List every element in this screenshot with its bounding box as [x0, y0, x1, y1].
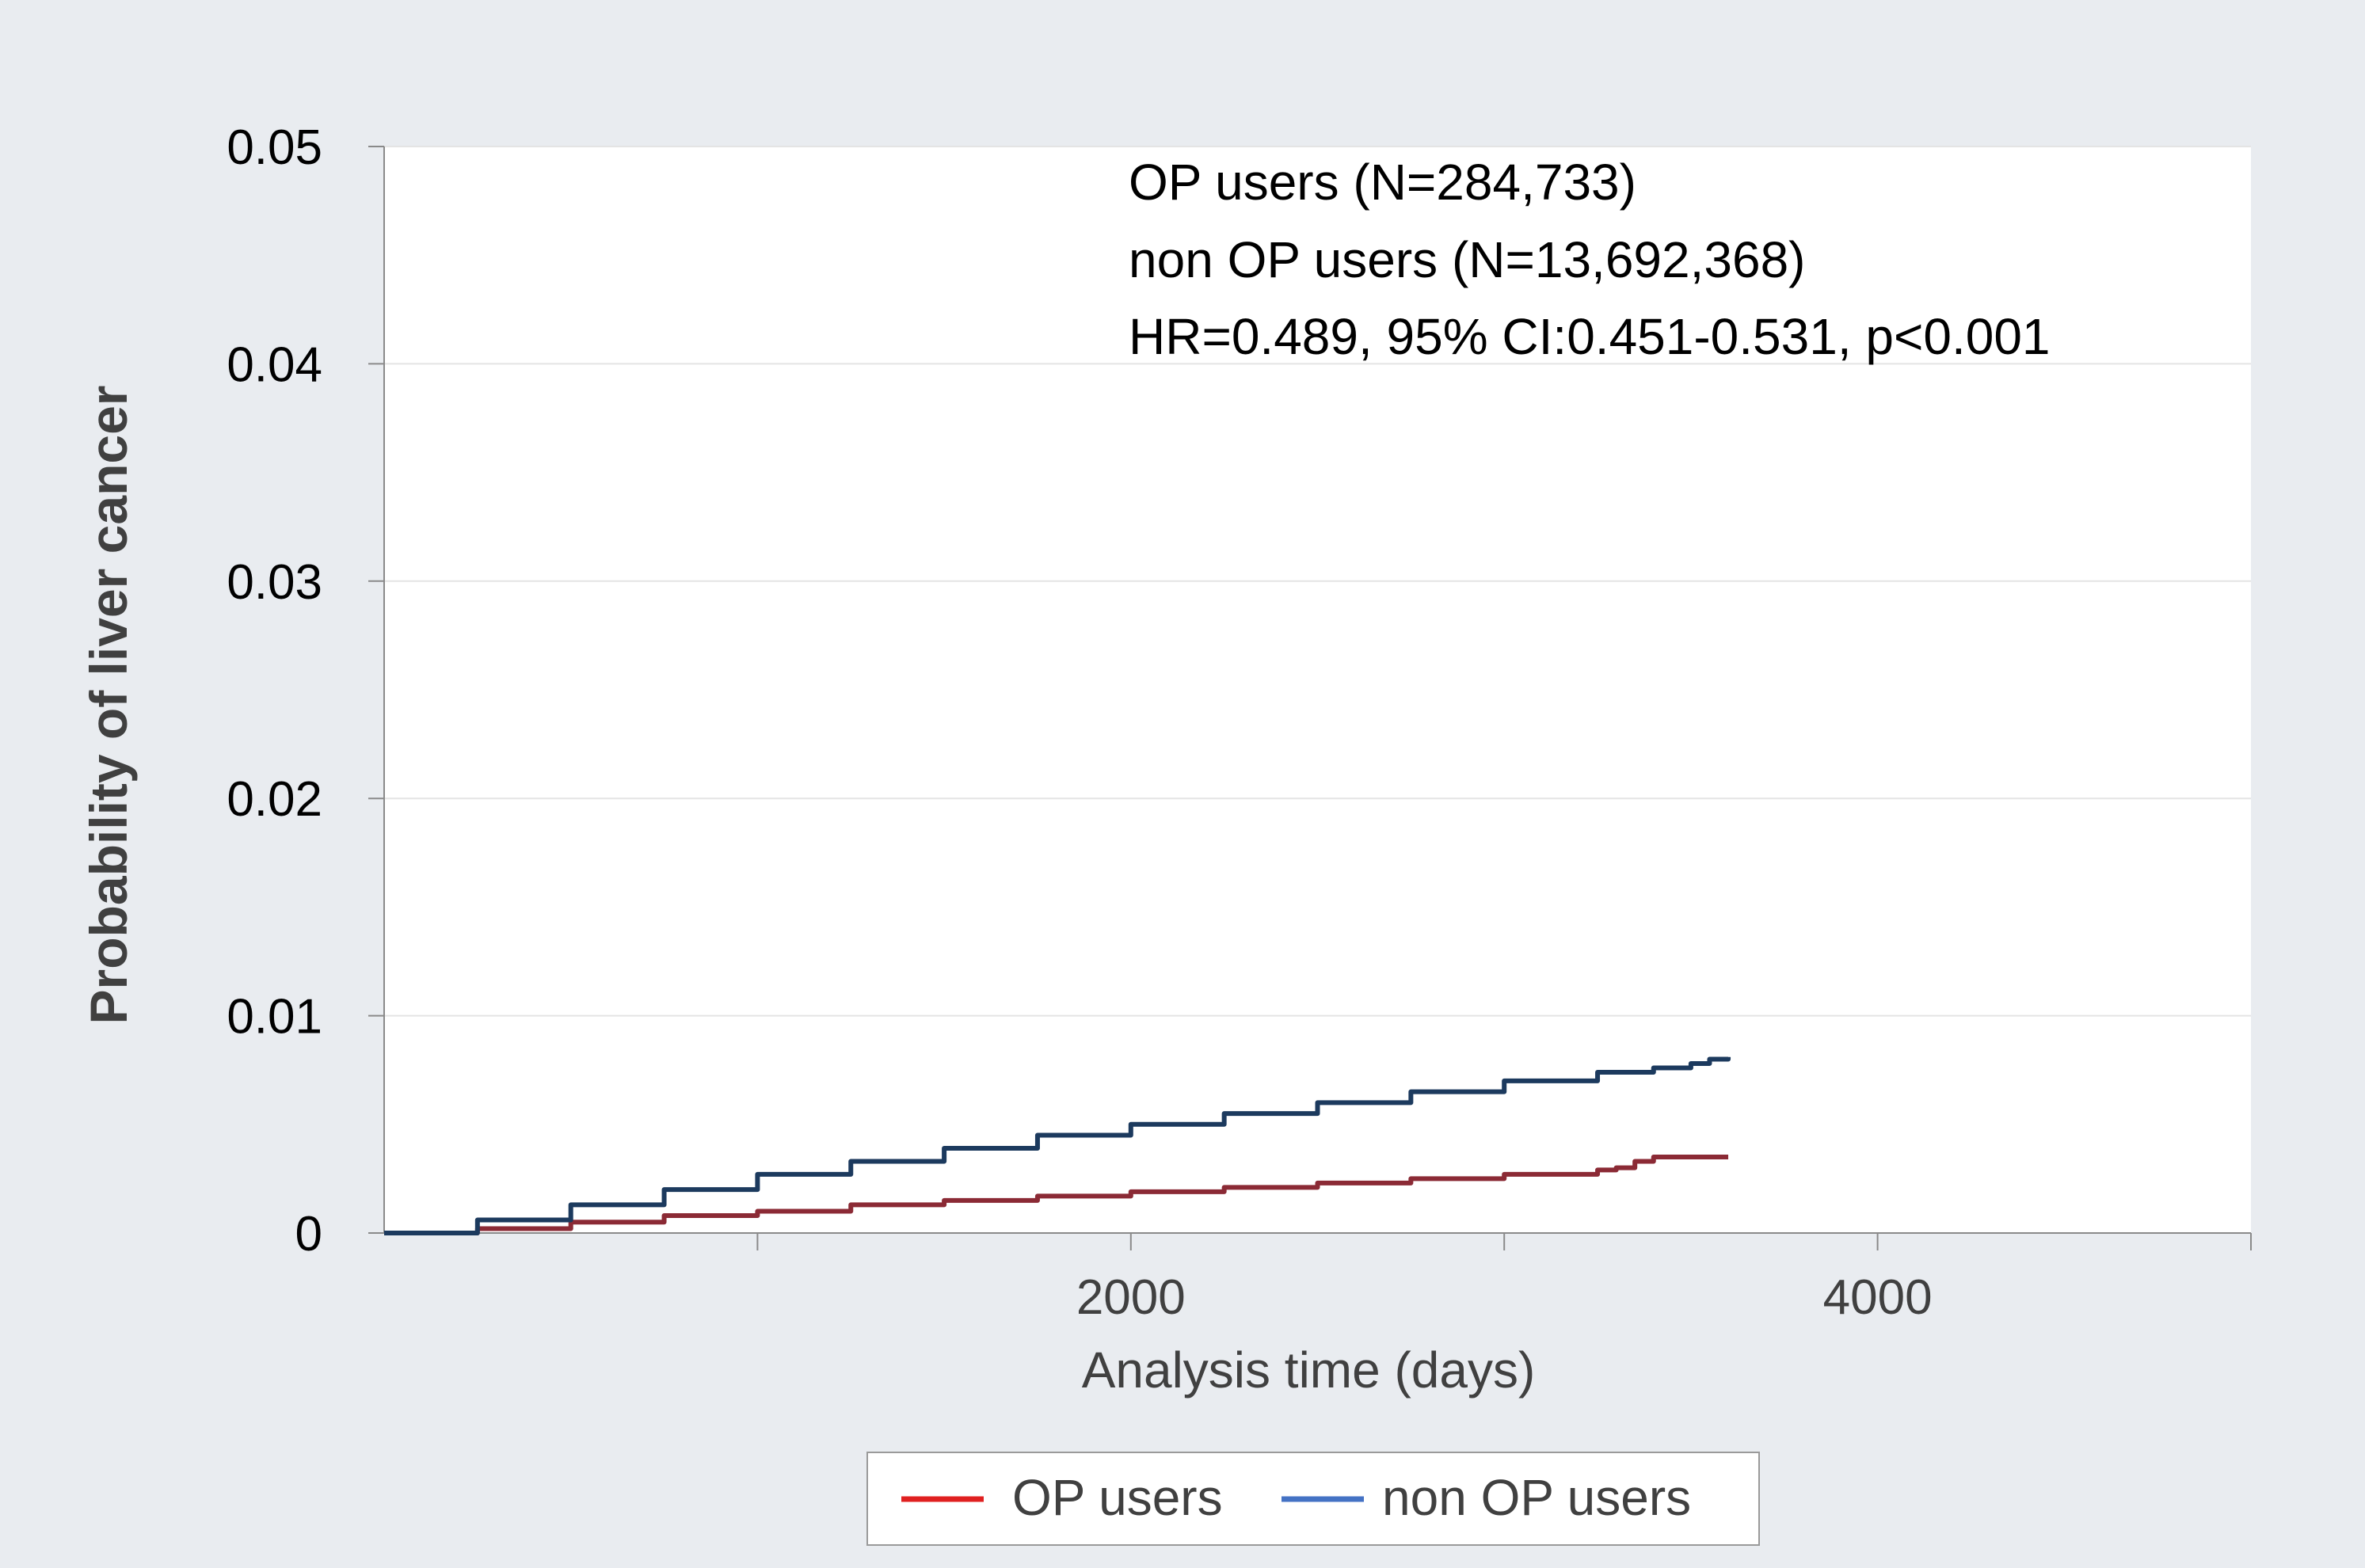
axes: 0 0.01 0.02 0.03 0.04 0.05 2000 4000 — [227, 120, 2252, 1325]
annotation-line-2: non OP users (N=13,692,368) — [1129, 231, 1805, 288]
series-lines — [384, 1056, 1731, 1235]
x-axis-label: Analysis time (days) — [1082, 1342, 1536, 1399]
legend-label-op-users: OP users — [1012, 1469, 1223, 1526]
y-tick-label: 0 — [295, 1207, 322, 1262]
y-tick-label: 0.04 — [227, 337, 322, 392]
x-tick-label: 2000 — [1076, 1270, 1186, 1325]
gridlines — [384, 146, 2251, 1017]
series-line-non-op-users — [384, 1056, 1731, 1235]
y-tick-label: 0.01 — [227, 990, 322, 1045]
y-axis-label: Probability of liver cancer — [79, 386, 138, 1025]
annotation-line-1: OP users (N=284,733) — [1129, 154, 1636, 211]
y-tick-label: 0.02 — [227, 772, 322, 827]
series-line-op-users — [384, 1154, 1729, 1235]
x-tick-label: 4000 — [1823, 1270, 1933, 1325]
legend: OP users non OP users — [866, 1452, 1760, 1546]
y-tick-label: 0.05 — [227, 120, 322, 175]
annotation-line-3: HR=0.489, 95% CI:0.451-0.531, p<0.001 — [1129, 308, 2051, 365]
legend-label-non-op-users: non OP users — [1382, 1469, 1691, 1526]
y-tick-label: 0.03 — [227, 555, 322, 610]
plot-area — [384, 147, 2251, 1233]
